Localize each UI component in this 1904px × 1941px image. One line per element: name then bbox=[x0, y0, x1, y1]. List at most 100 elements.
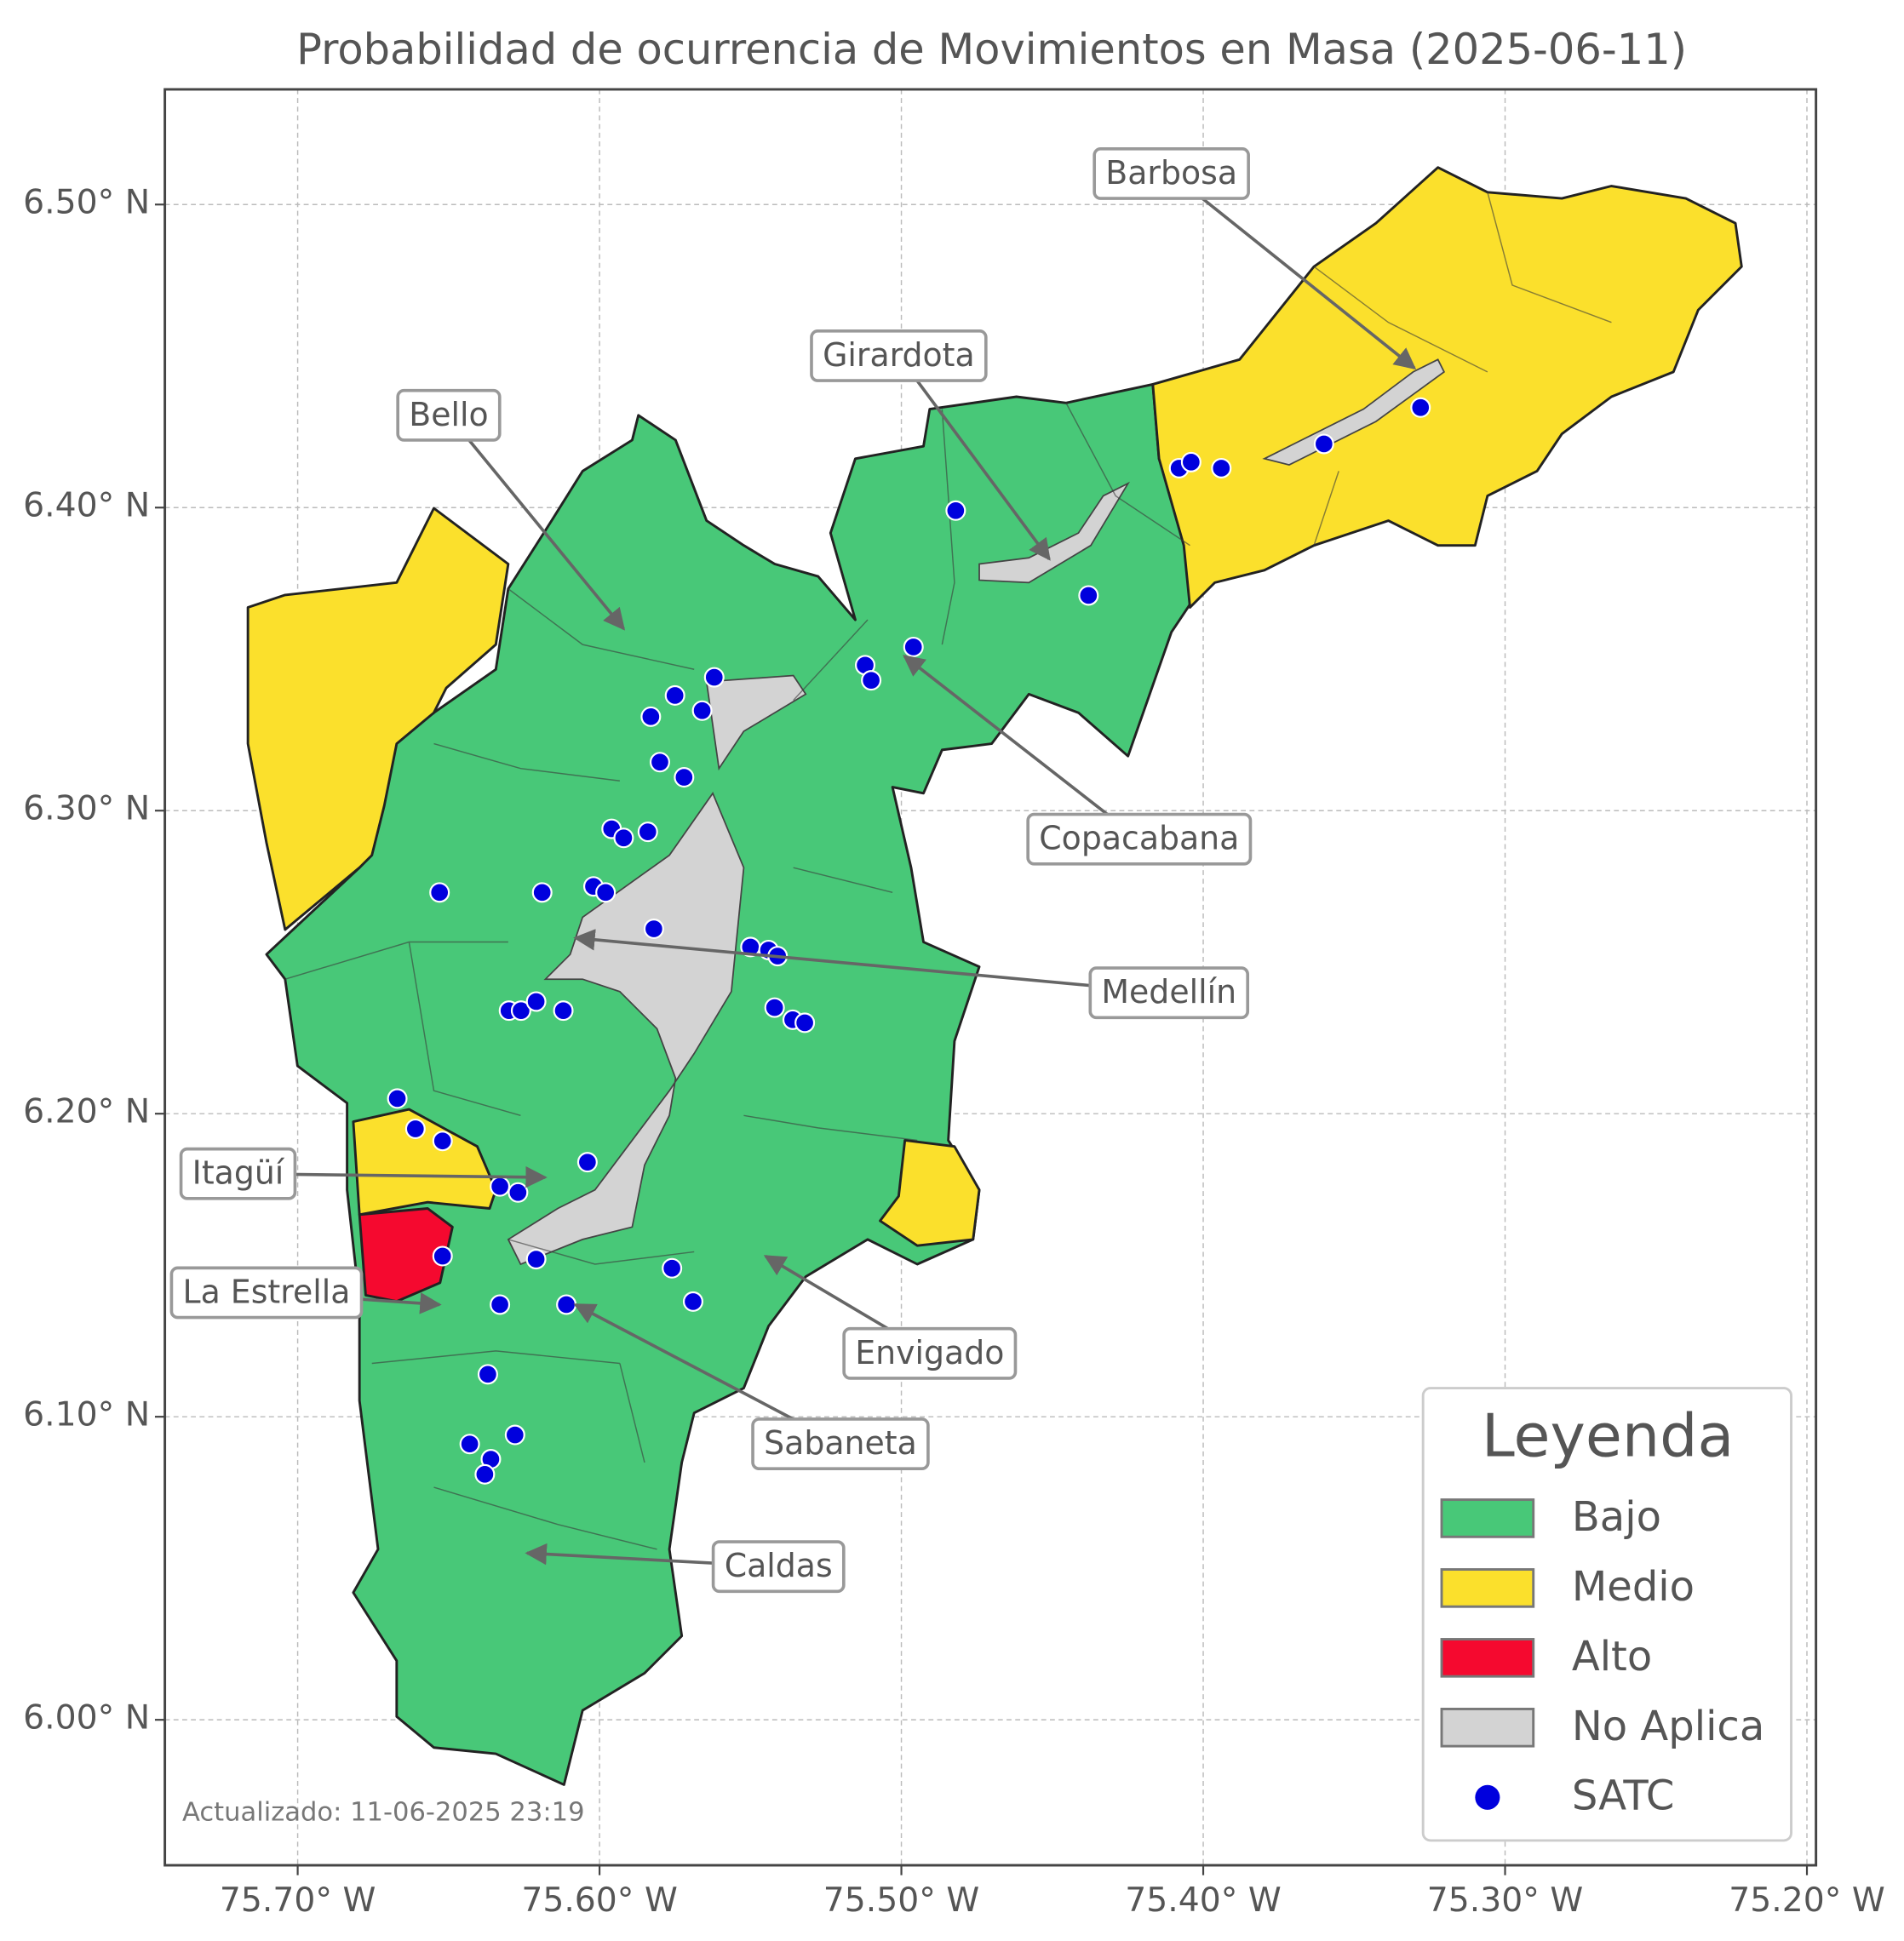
satc-station bbox=[691, 700, 713, 721]
annotation: Bello bbox=[396, 388, 626, 631]
satc-station bbox=[525, 1249, 547, 1270]
stations bbox=[387, 397, 1431, 1485]
region-medio-northeast bbox=[1151, 166, 1743, 609]
legend-label: Alto bbox=[1572, 1633, 1652, 1680]
annotation-arrow bbox=[903, 655, 1140, 841]
annotation-label: Itagüí bbox=[192, 1154, 285, 1192]
satc-station bbox=[432, 1131, 453, 1152]
satc-station bbox=[861, 670, 882, 691]
legend-title: Leyenda bbox=[1482, 1402, 1734, 1471]
region-bajo bbox=[265, 382, 1198, 1786]
satc-station bbox=[490, 1294, 511, 1315]
satc-station bbox=[643, 919, 664, 940]
region-medio-west bbox=[246, 507, 510, 931]
footer: Actualizado: 11-06-2025 23:19 bbox=[182, 1797, 585, 1827]
region-no-aplica-bello bbox=[705, 674, 807, 771]
annotation-box bbox=[396, 388, 502, 442]
annotation-box bbox=[810, 329, 988, 382]
annotation-label: Caldas bbox=[725, 1547, 833, 1584]
satc-station bbox=[703, 667, 725, 688]
satc-station bbox=[504, 1424, 525, 1446]
annotation-box bbox=[1026, 812, 1253, 866]
annotation: Copacabana bbox=[903, 655, 1253, 866]
annotation-label: Copacabana bbox=[1039, 820, 1239, 857]
annotation: Caldas bbox=[525, 1540, 846, 1594]
region-medio-southeast bbox=[879, 1138, 981, 1247]
satc-station bbox=[553, 1000, 574, 1022]
annotation-box bbox=[1093, 147, 1250, 200]
annotation-box bbox=[751, 1417, 930, 1471]
x-tick-label: 75.70° W bbox=[220, 1881, 376, 1920]
satc-station bbox=[508, 1182, 529, 1203]
legend-marker bbox=[1475, 1784, 1500, 1810]
satc-station bbox=[556, 1294, 577, 1315]
satc-station bbox=[764, 997, 785, 1018]
satc-station bbox=[429, 882, 450, 903]
satc-station bbox=[1410, 397, 1431, 418]
annotation-label: Girardota bbox=[823, 336, 975, 374]
axes-frame bbox=[163, 88, 1818, 1867]
annotation-box bbox=[169, 1266, 364, 1320]
satc-station bbox=[531, 882, 553, 903]
annotation-arrow bbox=[897, 354, 1051, 561]
ticks: 75.70° W 75.60° W 75.50° W 75.40° W 75.30° W… bbox=[23, 184, 1885, 1920]
satc-station bbox=[387, 1088, 408, 1109]
satc-station bbox=[674, 767, 695, 788]
annotation-label: Barbosa bbox=[1105, 154, 1237, 192]
annotation: Itagüí bbox=[179, 1147, 548, 1200]
annotation: Envigado bbox=[763, 1254, 1018, 1380]
region-alto bbox=[358, 1207, 454, 1303]
y-tick-label: 6.00° N bbox=[23, 1699, 150, 1738]
satc-station bbox=[664, 684, 685, 706]
regions bbox=[246, 166, 1743, 1786]
satc-station bbox=[682, 1291, 703, 1312]
annotation: Medellín bbox=[573, 929, 1250, 1020]
satc-station bbox=[576, 1152, 598, 1173]
y-tick-label: 6.40° N bbox=[23, 487, 150, 525]
satc-station bbox=[510, 1000, 531, 1022]
legend-label: SATC bbox=[1572, 1772, 1675, 1820]
satc-station bbox=[1078, 585, 1099, 606]
region-no-aplica-barbosa bbox=[1262, 358, 1446, 466]
satc-station bbox=[794, 1012, 816, 1033]
y-tick-label: 6.50° N bbox=[23, 184, 150, 222]
annotation-arrow bbox=[573, 929, 1169, 995]
map-title: Probabilidad de ocurrencia de Movimiento… bbox=[296, 25, 1687, 74]
annotation-box bbox=[711, 1540, 846, 1594]
region-no-aplica-medellin bbox=[507, 792, 745, 1266]
annotation-arrow bbox=[447, 414, 626, 631]
legend-swatch bbox=[1440, 1708, 1535, 1748]
y-tick-label: 6.30° N bbox=[23, 790, 150, 828]
satc-station bbox=[1180, 451, 1201, 472]
satc-station bbox=[474, 1463, 496, 1485]
annotations: Barbosa Girardota Bello Copacabana Medellín I… bbox=[169, 147, 1417, 1594]
y-tick-label: 6.10° N bbox=[23, 1396, 150, 1434]
annotation-box bbox=[179, 1147, 297, 1200]
legend-label: Medio bbox=[1572, 1563, 1695, 1611]
satc-station bbox=[432, 1245, 453, 1267]
legend: Leyenda Bajo Medio Alto No Aplica SATC bbox=[1421, 1387, 1792, 1842]
annotation-label: Medellín bbox=[1101, 973, 1236, 1011]
annotation: La Estrella bbox=[169, 1266, 442, 1320]
satc-station bbox=[637, 822, 658, 843]
legend-swatch bbox=[1440, 1498, 1535, 1538]
satc-station bbox=[595, 882, 617, 903]
legend-label: No Aplica bbox=[1572, 1703, 1764, 1750]
annotation-label: Sabaneta bbox=[764, 1424, 917, 1462]
annotation: Sabaneta bbox=[573, 1303, 930, 1471]
satc-station bbox=[649, 752, 670, 773]
legend-swatch bbox=[1440, 1638, 1535, 1678]
satc-station bbox=[525, 991, 547, 1012]
satc-station bbox=[1211, 457, 1232, 478]
municipal-borders bbox=[284, 192, 1612, 1550]
annotation-label: Envigado bbox=[855, 1334, 1004, 1371]
satc-station bbox=[477, 1364, 498, 1385]
x-tick-label: 75.20° W bbox=[1729, 1881, 1885, 1920]
satc-station bbox=[490, 1176, 511, 1197]
annotation-box bbox=[1088, 966, 1250, 1020]
satc-station bbox=[945, 500, 966, 521]
y-tick-label: 6.20° N bbox=[23, 1093, 150, 1131]
annotation-arrow bbox=[1170, 172, 1417, 370]
satc-station bbox=[404, 1118, 426, 1140]
annotation: Barbosa bbox=[1093, 147, 1417, 370]
